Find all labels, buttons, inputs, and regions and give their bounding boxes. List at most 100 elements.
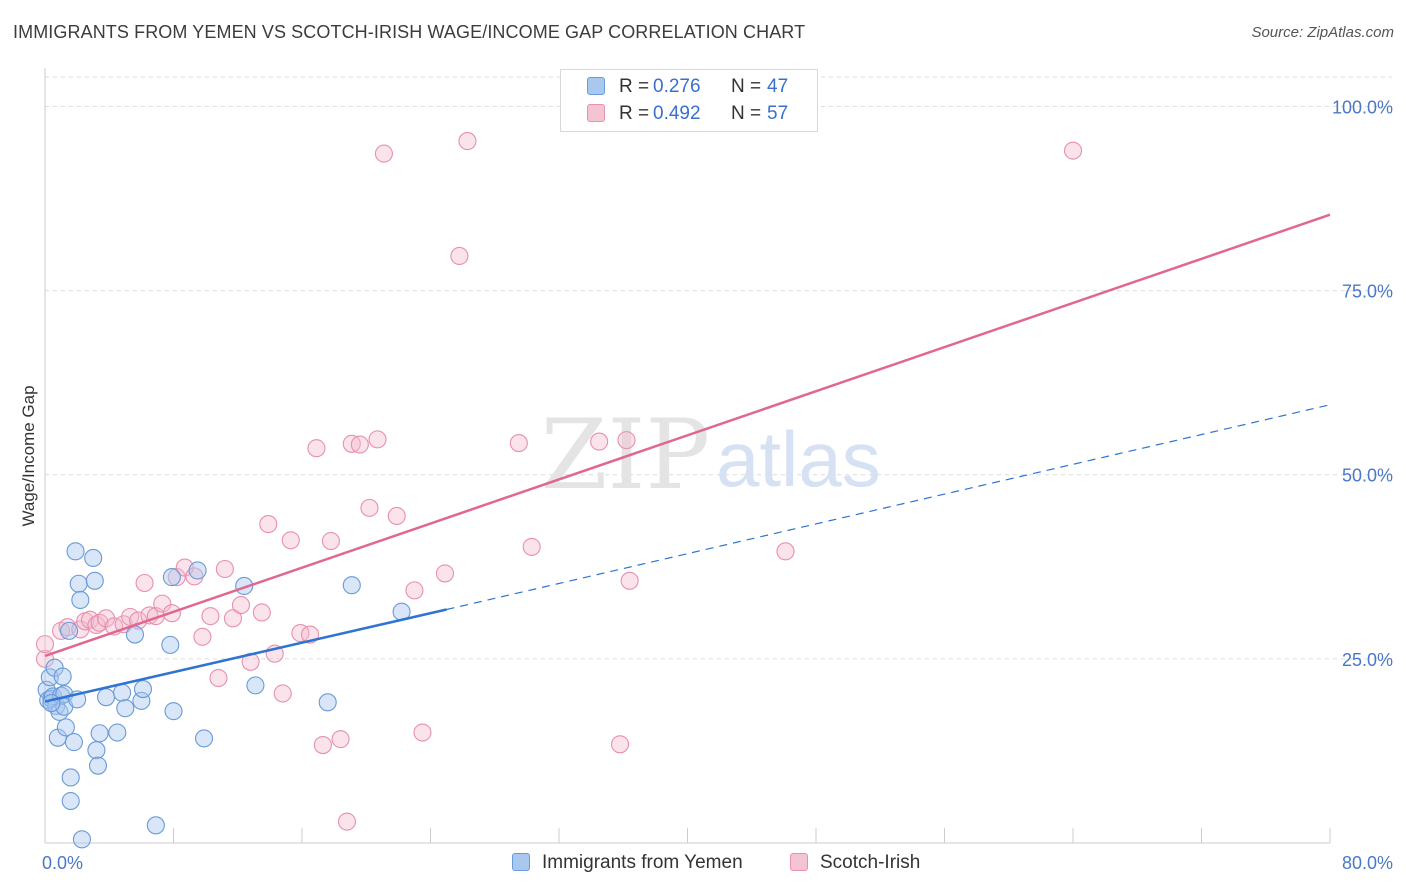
bottom-legend-yemen: Immigrants from Yemen: [512, 852, 743, 874]
yemen-point: [40, 668, 59, 687]
tick-labels: 25.0% 50.0% 75.0% 100.0% 0.0% 80.0%: [42, 97, 1393, 873]
scotch-irish-point: [87, 615, 106, 635]
yemen-point: [61, 791, 80, 811]
scotch-irish-point: [413, 723, 432, 742]
scotch-irish-point: [337, 812, 357, 831]
yemen-point: [108, 723, 127, 742]
y-tick-label: 25.0%: [1342, 650, 1393, 670]
bottom-legend-scotch-irish: Scotch-Irish: [790, 852, 920, 874]
scotch-irish-point: [509, 434, 528, 453]
yemen-point: [133, 680, 153, 699]
grid-layer: [45, 76, 1392, 660]
yemen-point: [84, 548, 103, 568]
scotch-irish-point: [259, 515, 278, 534]
yemen-point: [53, 667, 72, 686]
yemen-point: [85, 571, 104, 590]
x-tick-label: 80.0%: [1342, 853, 1393, 873]
r-label: R =: [619, 103, 650, 124]
scotch-irish-point: [374, 144, 393, 163]
yemen-point: [146, 816, 165, 835]
trend-lines: [44, 213, 1331, 703]
watermark-atlas: atlas: [716, 415, 881, 503]
yemen-point: [56, 718, 75, 737]
scotch-irish-point: [281, 531, 300, 550]
scotch-irish-point: [307, 439, 326, 458]
yemen-point: [66, 542, 85, 561]
yemen-point: [162, 568, 181, 587]
yemen-point: [342, 576, 361, 595]
chart-title: IMMIGRANTS FROM YEMEN VS SCOTCH-IRISH WA…: [13, 22, 806, 42]
scotch-irish-legend-label: Scotch-Irish: [820, 852, 921, 873]
axis-layer: [44, 68, 1331, 844]
scotch-irish-point: [620, 571, 639, 590]
yemen-point: [164, 702, 183, 721]
yemen-points: [37, 542, 411, 849]
scotch-irish-point: [776, 542, 795, 561]
yemen-point: [60, 621, 79, 640]
yemen-point: [246, 676, 265, 695]
scotch-irish-point: [209, 668, 228, 688]
yemen-point: [69, 574, 88, 593]
r-label: R =: [619, 76, 650, 97]
yemen-r-value: 0.276: [653, 76, 701, 97]
y-axis-label: Wage/Income Gap: [19, 385, 38, 526]
scotch-irish-point: [617, 431, 636, 450]
scotch-irish-point: [450, 246, 469, 266]
yemen-point: [188, 561, 207, 580]
yemen-point: [61, 768, 80, 787]
y-tick-label: 100.0%: [1332, 97, 1393, 117]
scotch-irish-point: [458, 132, 477, 151]
yemen-point: [96, 688, 116, 707]
scotch-irish-point: [350, 435, 369, 454]
yemen-point: [161, 635, 180, 654]
scotch-irish-point: [610, 735, 630, 754]
scotch-irish-point: [252, 603, 271, 622]
scotch-irish-point: [273, 684, 292, 703]
yemen-point: [116, 699, 135, 718]
scotch-irish-r-value: 0.492: [653, 103, 701, 124]
yemen-point: [64, 733, 83, 752]
yemen-point: [87, 741, 106, 760]
scotch-irish-point: [321, 531, 340, 551]
scotch-irish-point: [35, 635, 55, 654]
scotch-irish-point: [387, 506, 406, 526]
scotch-irish-point: [215, 559, 234, 579]
scotch-irish-point: [1063, 141, 1083, 160]
yemen-point: [88, 756, 108, 775]
scotch-irish-point: [368, 430, 387, 449]
correlation-legend: R = 0.276 N = 47 R = 0.492 N = 57: [560, 69, 818, 132]
yemen-swatch: [587, 77, 605, 95]
scotch-irish-swatch: [587, 104, 605, 122]
scotch-irish-legend-swatch: [790, 853, 808, 871]
yemen-point: [125, 625, 144, 644]
scotch-irish-point: [231, 596, 251, 615]
scotch-irish-point: [360, 498, 379, 517]
yemen-legend-label: Immigrants from Yemen: [542, 852, 743, 873]
y-tick-label: 75.0%: [1342, 282, 1393, 302]
watermark-zip: ZIP: [541, 399, 710, 511]
n-label: N =: [731, 103, 762, 124]
scotch-irish-point: [135, 573, 154, 593]
y-tick-label: 50.0%: [1342, 466, 1393, 486]
yemen-point: [72, 830, 91, 849]
yemen-point: [113, 683, 132, 702]
scotch-irish-point: [201, 607, 220, 626]
source-label: Source: ZipAtlas.com: [1251, 24, 1394, 41]
yemen-point: [90, 724, 109, 743]
yemen-point: [42, 694, 61, 713]
scotch-irish-point: [522, 537, 541, 556]
scotch-irish-point: [153, 594, 172, 613]
n-label: N =: [731, 76, 762, 97]
scotch-irish-point: [435, 564, 455, 583]
scotch-irish-trend-line: [44, 213, 1331, 658]
scotch-irish-point: [331, 730, 350, 749]
x-tick-label: 0.0%: [42, 853, 83, 873]
yemen-n-value: 47: [767, 76, 789, 97]
yemen-trend-extension: [446, 404, 1331, 611]
yemen-point: [194, 729, 214, 748]
scotch-irish-point: [223, 609, 242, 628]
scotch-irish-point: [313, 735, 332, 755]
scotch-irish-point: [590, 432, 609, 451]
yemen-trend-line: [44, 608, 447, 703]
